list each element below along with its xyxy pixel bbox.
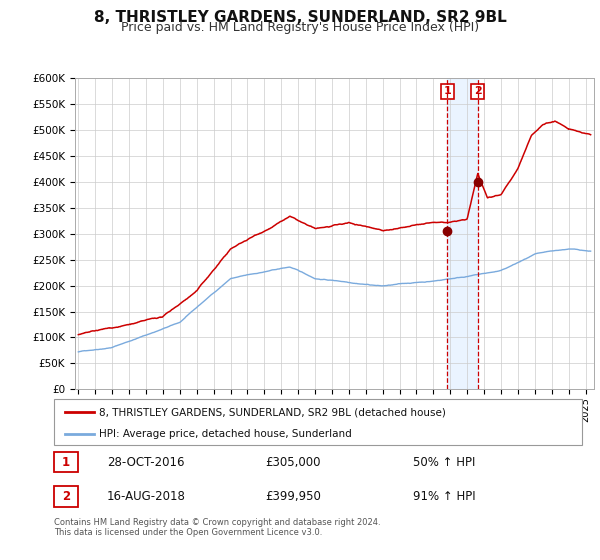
Text: 1: 1 [62, 456, 70, 469]
Text: 50% ↑ HPI: 50% ↑ HPI [413, 456, 475, 469]
Bar [54, 452, 78, 473]
Text: Contains HM Land Registry data © Crown copyright and database right 2024.
This d: Contains HM Land Registry data © Crown c… [54, 518, 380, 538]
Text: Price paid vs. HM Land Registry's House Price Index (HPI): Price paid vs. HM Land Registry's House … [121, 21, 479, 34]
Bar [448, 78, 478, 389]
Text: 91% ↑ HPI: 91% ↑ HPI [413, 490, 476, 503]
Text: 8, THRISTLEY GARDENS, SUNDERLAND, SR2 9BL (detached house): 8, THRISTLEY GARDENS, SUNDERLAND, SR2 9B… [99, 407, 446, 417]
Text: 2: 2 [474, 86, 482, 96]
Text: 8, THRISTLEY GARDENS, SUNDERLAND, SR2 9BL: 8, THRISTLEY GARDENS, SUNDERLAND, SR2 9B… [94, 10, 506, 25]
Text: 1: 1 [443, 86, 451, 96]
Text: 2: 2 [62, 490, 70, 503]
Text: £305,000: £305,000 [265, 456, 321, 469]
Text: £399,950: £399,950 [265, 490, 321, 503]
Bar [54, 486, 78, 507]
Text: HPI: Average price, detached house, Sunderland: HPI: Average price, detached house, Sund… [99, 429, 352, 438]
Text: 16-AUG-2018: 16-AUG-2018 [107, 490, 185, 503]
Text: 28-OCT-2016: 28-OCT-2016 [107, 456, 184, 469]
